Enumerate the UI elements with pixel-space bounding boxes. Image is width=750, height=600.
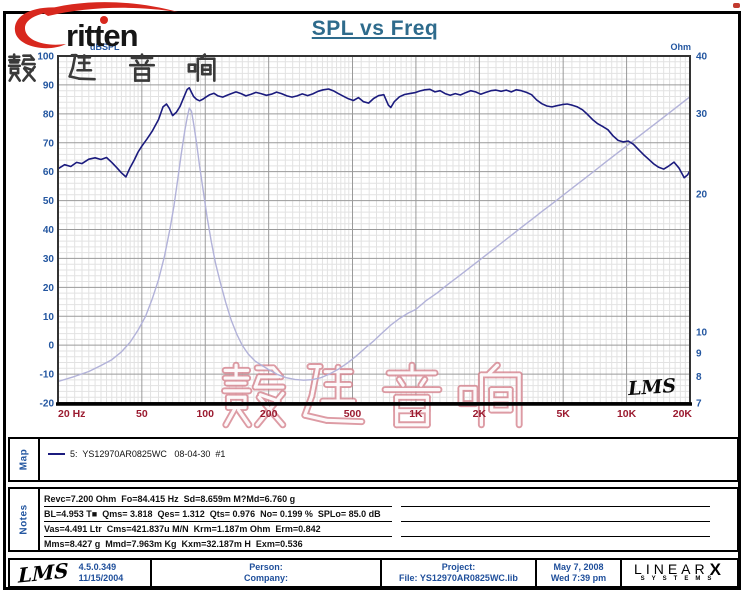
file-label: File: YS12970AR0825WC.lib xyxy=(399,573,518,583)
x-tick-label: 10K xyxy=(617,408,637,420)
person-label: Person: xyxy=(249,562,283,572)
project-label: Project: xyxy=(441,562,476,572)
notes-line: Mms=8.427 g Mmd=7.963m Kg Kxm=32.187m H … xyxy=(44,537,737,552)
brand-logo-text: ritten xyxy=(66,18,138,53)
x-tick-label: 1K xyxy=(409,408,423,420)
left-tick-label: 20 xyxy=(43,283,55,294)
notes-line-rule xyxy=(401,493,710,507)
right-tick-label: 40 xyxy=(696,52,708,63)
x-tick-label: 50 xyxy=(136,408,148,420)
brand-logo: ritten xyxy=(14,2,178,53)
notes-content: Revc=7.200 Ohm Fo=84.415 Hz Sd=8.659m M?… xyxy=(40,489,737,552)
logo-swoosh-tail-icon xyxy=(40,2,178,16)
x-tick-label: 200 xyxy=(260,408,278,420)
left-tick-label: 50 xyxy=(43,196,55,207)
company-label: Company: xyxy=(243,573,288,583)
left-tick-label: 100 xyxy=(37,52,54,63)
linearx-logo: LINEAR X SYSTEMS xyxy=(622,560,737,586)
left-tick-label: 0 xyxy=(48,341,54,352)
left-tick-label: -10 xyxy=(40,370,55,381)
left-tick-label: 90 xyxy=(43,80,55,91)
footer-person-cell: Person: Company: xyxy=(152,560,382,586)
footer-version: 4.5.0.349 xyxy=(78,562,117,572)
right-axis-ticks: 40 30 20 10 9 8 7 xyxy=(696,52,708,410)
page-title: SPL vs Freq xyxy=(311,17,439,40)
x-tick-label: 100 xyxy=(196,408,214,420)
notes-label-cell: Notes xyxy=(10,489,40,550)
map-label: Map xyxy=(18,448,30,471)
footer-date: 11/15/2004 xyxy=(78,573,124,583)
right-tick-label: 9 xyxy=(696,348,702,359)
left-tick-label: 70 xyxy=(43,138,55,149)
footer-datetime-cell: May 7, 2008 Wed 7:39 pm xyxy=(537,560,622,586)
notes-section: Notes Revc=7.200 Ohm Fo=84.415 Hz Sd=8.6… xyxy=(8,487,739,552)
notes-line-text: Mms=8.427 g Mmd=7.963m Kg Kxm=32.187m H … xyxy=(44,538,392,552)
logo-dot-icon xyxy=(100,16,108,24)
x-tick-label: 5K xyxy=(556,408,570,420)
footer-time-line: Wed 7:39 pm xyxy=(550,573,607,583)
notes-line-rule xyxy=(401,523,710,537)
left-tick-label: 30 xyxy=(43,254,55,265)
notes-line: Vas=4.491 Ltr Cms=421.837u M/N Krm=1.187… xyxy=(44,522,737,537)
legend-text: 5: YS12970AR0825WC 08-04-30 #1 xyxy=(70,449,226,459)
lms-chart-logo: LMS xyxy=(626,375,677,400)
right-tick-label: 8 xyxy=(696,372,702,383)
x-axis-ticks: 20 Hz 50 100 200 500 1K 2K 5K 10K 20K xyxy=(58,408,692,420)
logo-swoosh-icon xyxy=(14,7,72,49)
notes-label: Notes xyxy=(18,504,30,535)
left-tick-label: -20 xyxy=(40,399,55,410)
right-tick-label: 20 xyxy=(696,189,708,200)
left-tick-label: 40 xyxy=(43,225,55,236)
footer-project-cell: Project: File: YS12970AR0825WC.lib xyxy=(382,560,537,586)
right-tick-label: 30 xyxy=(696,109,708,120)
x-tick-label: 20 Hz xyxy=(58,408,85,420)
notes-line-text: Vas=4.491 Ltr Cms=421.837u M/N Krm=1.187… xyxy=(44,523,392,537)
notes-line-rule xyxy=(401,538,710,552)
map-label-cell: Map xyxy=(10,439,40,480)
impedance-curve xyxy=(57,96,691,383)
linearx-x: X xyxy=(709,560,725,579)
notes-line-text: BL=4.953 T■ Qms= 3.818 Qes= 1.312 Qts= 0… xyxy=(44,508,392,522)
right-tick-label: 7 xyxy=(696,399,702,410)
spl-curve xyxy=(57,87,691,179)
legend-line-swatch xyxy=(48,453,65,455)
x-tick-label: 2K xyxy=(473,408,487,420)
spl-vs-freq-chart: 1009080706050403020100-10-20403020109872… xyxy=(7,42,708,429)
notes-line: BL=4.953 T■ Qms= 3.818 Qes= 1.312 Qts= 0… xyxy=(44,507,737,522)
footer-date-line: May 7, 2008 xyxy=(553,562,604,572)
legend-row: 5: YS12970AR0825WC 08-04-30 #1 xyxy=(48,449,737,459)
notes-line-text: Revc=7.200 Ohm Fo=84.415 Hz Sd=8.659m M?… xyxy=(44,493,392,507)
x-tick-label: 20K xyxy=(673,408,693,420)
watermark-cjk-small xyxy=(7,53,216,82)
notes-line: Revc=7.200 Ohm Fo=84.415 Hz Sd=8.659m M?… xyxy=(44,492,737,507)
map-content: 5: YS12970AR0825WC 08-04-30 #1 xyxy=(40,439,737,480)
linearx-text: LINEAR xyxy=(634,561,709,577)
ohm-axis-label: Ohm xyxy=(670,42,691,52)
lms-logo: LMS xyxy=(18,557,69,588)
footer-bar: LMS 4.5.0.349 11/15/2004 Person: Company… xyxy=(8,558,739,588)
right-tick-label: 10 xyxy=(696,327,708,338)
page-frame xyxy=(3,11,741,590)
x-tick-label: 500 xyxy=(344,408,362,420)
dbspl-axis-label: dBSPL xyxy=(90,42,120,52)
corner-mark xyxy=(733,3,740,8)
footer-lms-cell: LMS 4.5.0.349 11/15/2004 xyxy=(10,557,152,588)
map-section: Map 5: YS12970AR0825WC 08-04-30 #1 xyxy=(8,437,739,482)
left-tick-label: 60 xyxy=(43,167,55,178)
notes-line-rule xyxy=(401,508,710,522)
linearx-systems-text: SYSTEMS xyxy=(640,576,719,582)
left-tick-label: 80 xyxy=(43,109,55,120)
left-tick-label: 10 xyxy=(43,312,55,323)
